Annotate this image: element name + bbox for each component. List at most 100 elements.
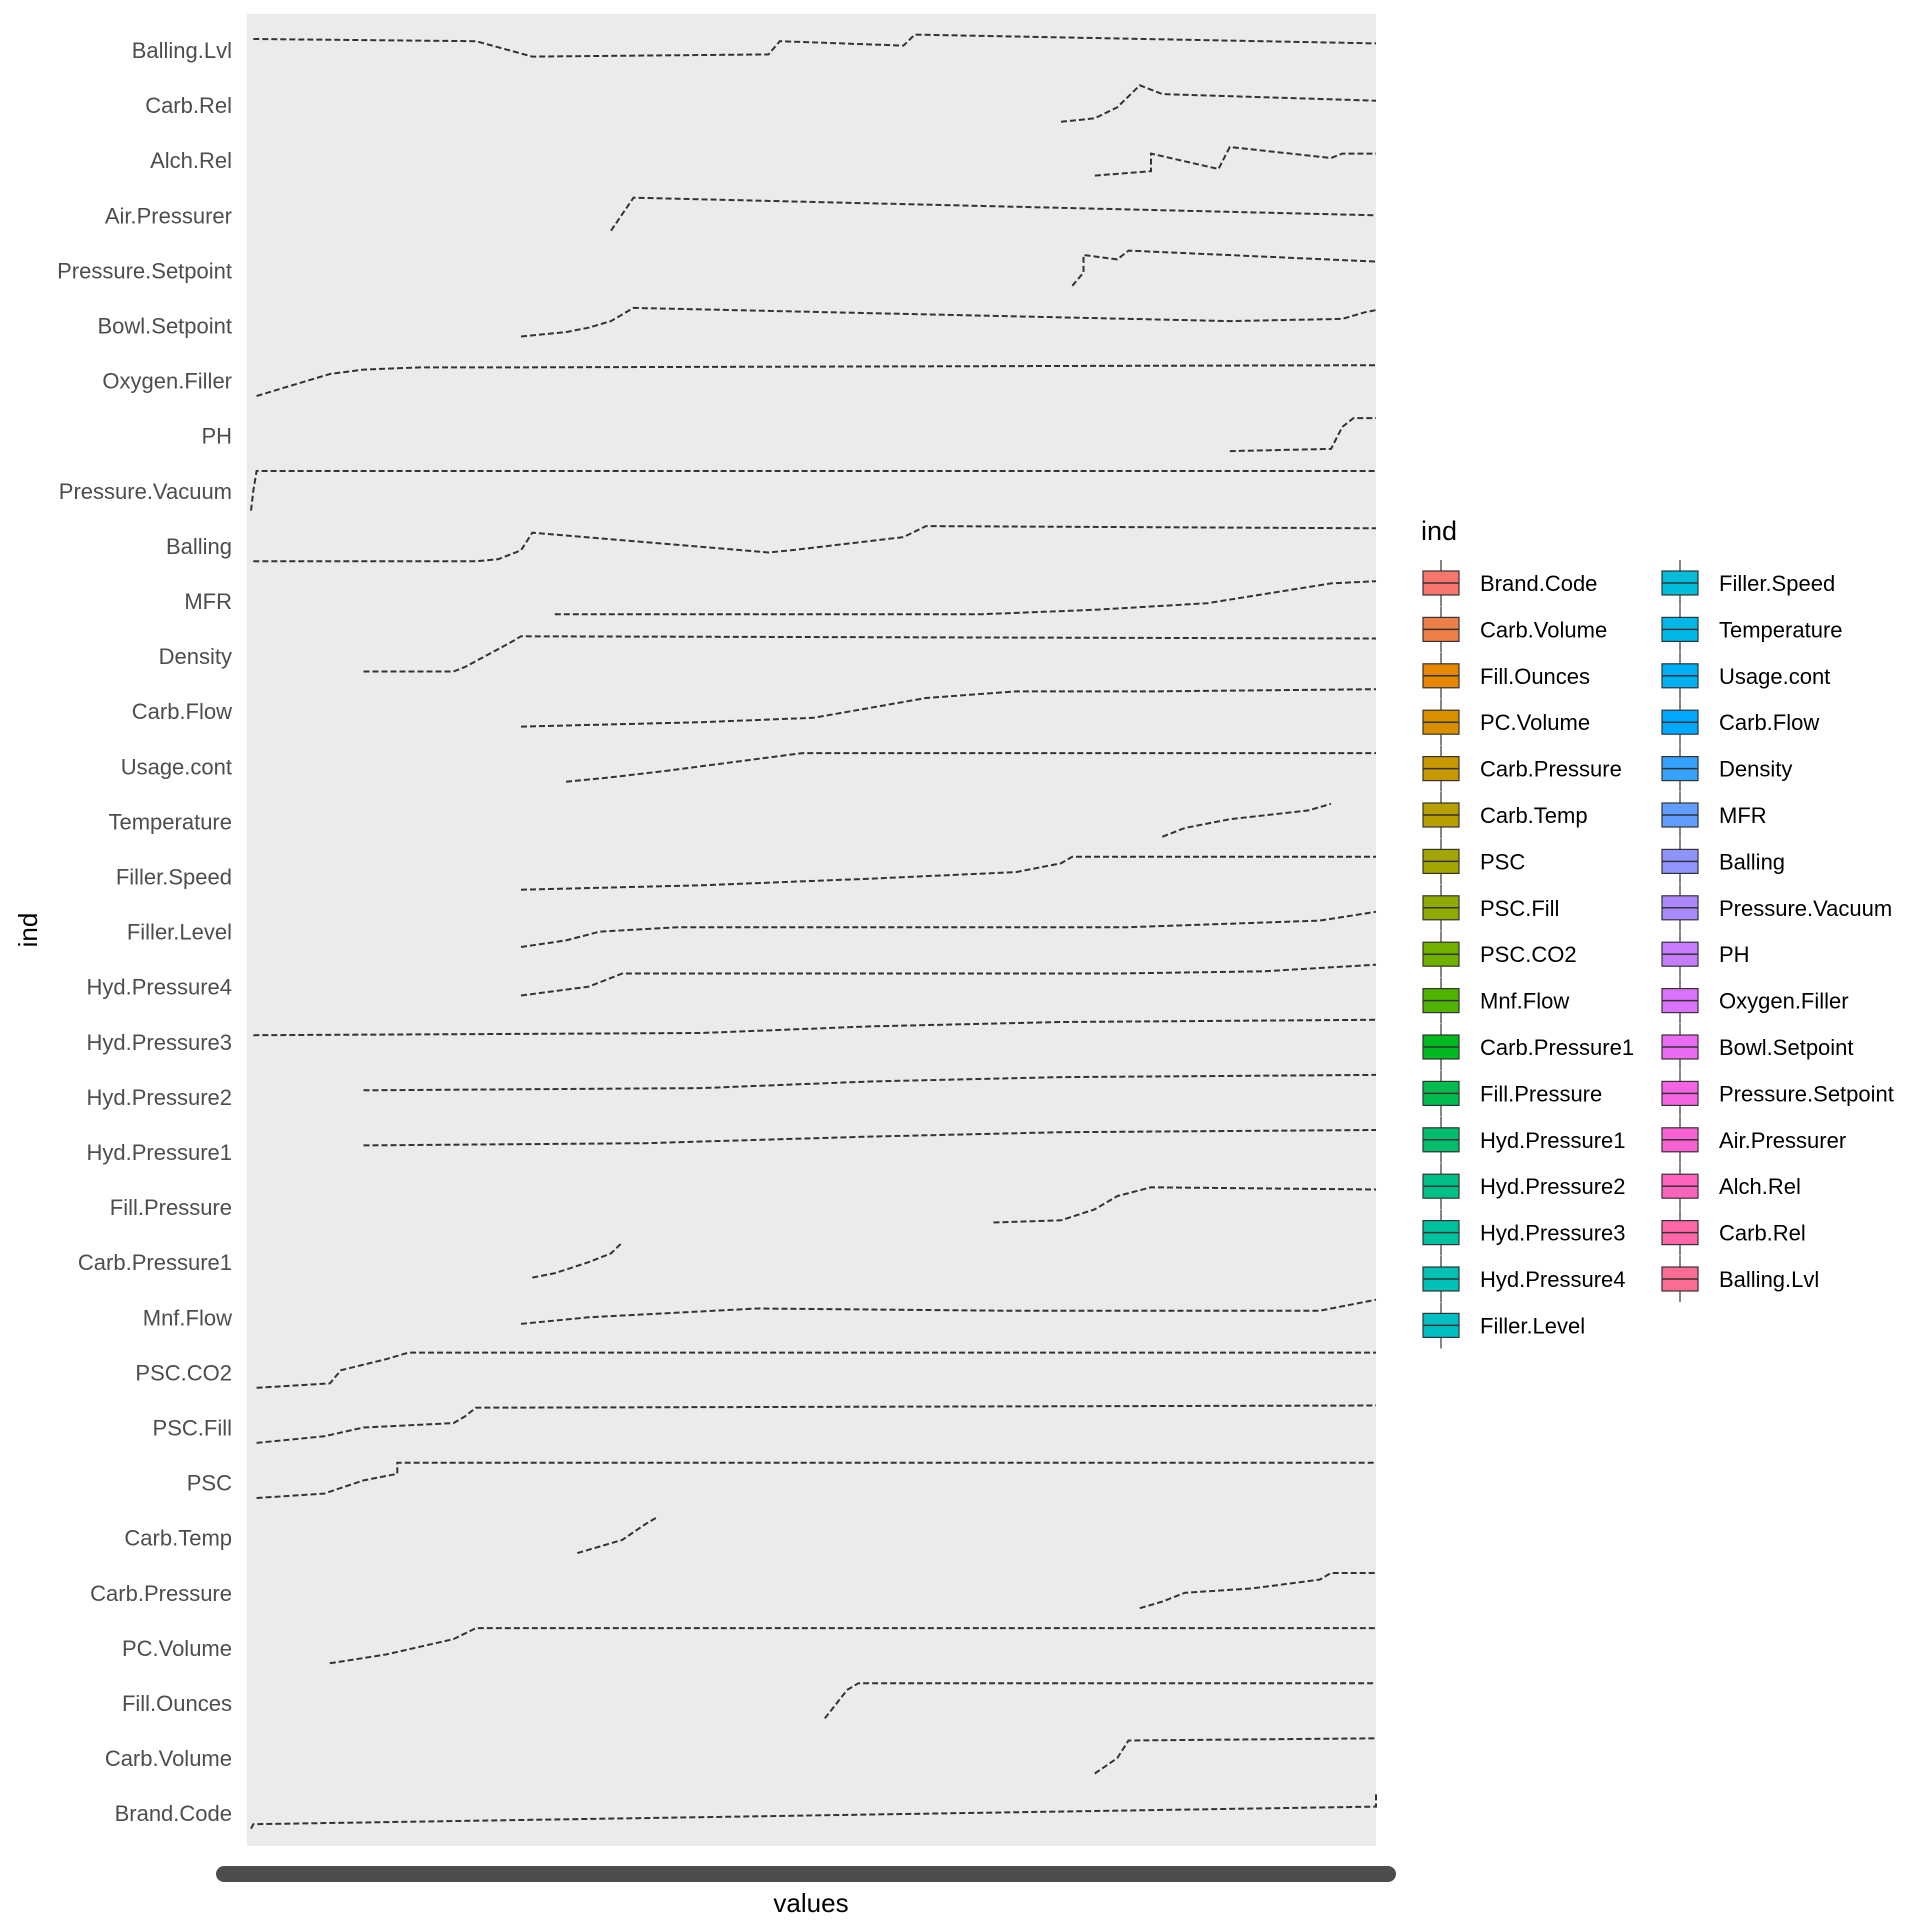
legend-label: MFR <box>1719 803 1767 828</box>
trace-psc-fill <box>256 1404 1377 1444</box>
legend-label: Brand.Code <box>1480 571 1597 596</box>
y-tick-psc-co2: PSC.CO2 <box>135 1360 232 1385</box>
legend-label: Usage.cont <box>1719 664 1830 689</box>
trace-pressure-vacuum <box>250 470 1376 511</box>
legend-item-hyd-pressure3: Hyd.Pressure3 <box>1422 1209 1626 1256</box>
legend-label: PSC.CO2 <box>1480 942 1577 967</box>
y-tick-density: Density <box>159 644 232 669</box>
legend-item-carb-flow: Carb.Flow <box>1661 699 1819 746</box>
trace-density <box>363 635 1377 673</box>
y-tick-hyd-pressure1: Hyd.Pressure1 <box>86 1140 232 1165</box>
panel-background <box>247 14 1376 1846</box>
y-tick-air-pressurer: Air.Pressurer <box>105 203 232 228</box>
legend-item-psc: PSC <box>1422 838 1525 885</box>
trace-ph <box>1229 417 1376 453</box>
legend-label: Balling.Lvl <box>1719 1267 1819 1292</box>
legend-label: PSC <box>1480 849 1525 874</box>
legend-label: Pressure.Vacuum <box>1719 896 1892 921</box>
y-tick-hyd-pressure2: Hyd.Pressure2 <box>86 1085 232 1110</box>
y-tick-carb-flow: Carb.Flow <box>132 699 232 724</box>
y-axis-ticks: Brand.Code Carb.Volume Fill.Ounces PC.Volum… <box>57 38 232 1826</box>
legend-label: Alch.Rel <box>1719 1174 1801 1199</box>
legend-item-brand-code: Brand.Code <box>1422 560 1597 606</box>
legend-item-oxygen-filler: Oxygen.Filler <box>1661 977 1849 1024</box>
y-tick-fill-pressure: Fill.Pressure <box>110 1195 232 1220</box>
legend-label: Carb.Pressure1 <box>1480 1035 1634 1060</box>
legend-item-density: Density <box>1661 745 1792 792</box>
legend-label: Mnf.Flow <box>1480 989 1569 1014</box>
y-tick-pressure-setpoint: Pressure.Setpoint <box>57 258 232 283</box>
legend-label: Carb.Rel <box>1719 1221 1806 1246</box>
legend-label: Carb.Temp <box>1480 803 1588 828</box>
legend-item-air-pressurer: Air.Pressurer <box>1661 1116 1846 1163</box>
legend-item-balling: Balling <box>1661 838 1785 885</box>
legend-item-pc-volume: PC.Volume <box>1422 699 1590 746</box>
legend-label: Hyd.Pressure2 <box>1480 1174 1626 1199</box>
trace-usage-cont <box>565 752 1376 783</box>
legend-label: Carb.Volume <box>1480 617 1607 642</box>
trace-psc-co2 <box>256 1351 1376 1389</box>
trace-filler-speed <box>520 855 1376 891</box>
legend-label: Air.Pressurer <box>1719 1128 1846 1153</box>
legend-label: Bowl.Setpoint <box>1719 1035 1854 1060</box>
y-axis-title: ind <box>13 913 43 948</box>
trace-carb-pressure <box>1139 1572 1376 1610</box>
trace-hyd-pressure4 <box>520 963 1377 997</box>
trace-carb-temp <box>577 1517 657 1555</box>
legend-label: Hyd.Pressure4 <box>1480 1267 1626 1292</box>
legend-item-mfr: MFR <box>1661 792 1767 838</box>
trace-fill-ounces <box>824 1682 1376 1720</box>
trace-bowl-setpoint <box>520 306 1377 338</box>
trace-carb-rel <box>1060 84 1377 123</box>
legend-item-bowl-setpoint: Bowl.Setpoint <box>1661 1024 1854 1070</box>
y-tick-carb-pressure1: Carb.Pressure1 <box>78 1250 232 1275</box>
legend-item-psc-fill: PSC.Fill <box>1422 884 1559 931</box>
legend-item-hyd-pressure2: Hyd.Pressure2 <box>1422 1163 1626 1210</box>
legend-item-usage-cont: Usage.cont <box>1661 652 1830 699</box>
y-tick-hyd-pressure4: Hyd.Pressure4 <box>86 975 232 1000</box>
legend-item-carb-pressure1: Carb.Pressure1 <box>1422 1024 1634 1070</box>
legend-item-hyd-pressure4: Hyd.Pressure4 <box>1422 1256 1626 1302</box>
trace-fill-pressure <box>993 1186 1377 1224</box>
legend-item-hyd-pressure1: Hyd.Pressure1 <box>1422 1116 1626 1163</box>
legend-item-carb-temp: Carb.Temp <box>1422 792 1588 838</box>
y-tick-oxygen-filler: Oxygen.Filler <box>102 369 232 394</box>
y-tick-carb-rel: Carb.Rel <box>145 93 232 118</box>
trace-balling-lvl <box>253 33 1377 58</box>
legend-item-carb-rel: Carb.Rel <box>1661 1209 1806 1256</box>
legend-label: Hyd.Pressure1 <box>1480 1128 1626 1153</box>
legend-item-pressure-setpoint: Pressure.Setpoint <box>1661 1070 1894 1117</box>
legend-label: Balling <box>1719 849 1785 874</box>
legend-item-filler-level: Filler.Level <box>1422 1302 1585 1349</box>
legend-label: Temperature <box>1719 617 1843 642</box>
legend-item-balling-lvl: Balling.Lvl <box>1661 1256 1819 1302</box>
trace-hyd-pressure3 <box>253 1018 1377 1037</box>
legend-item-carb-pressure: Carb.Pressure <box>1422 745 1622 792</box>
trace-alch-rel <box>1094 145 1376 177</box>
legend-item-psc-co2: PSC.CO2 <box>1422 931 1577 978</box>
trace-pressure-setpoint <box>1071 249 1377 287</box>
y-tick-carb-pressure: Carb.Pressure <box>90 1581 232 1606</box>
legend-item-fill-ounces: Fill.Ounces <box>1422 652 1590 699</box>
trace-carb-flow <box>520 688 1377 728</box>
legend-label: Pressure.Setpoint <box>1719 1081 1894 1106</box>
y-tick-bowl-setpoint: Bowl.Setpoint <box>97 314 232 339</box>
legend-label: Carb.Flow <box>1719 710 1819 735</box>
y-tick-balling: Balling <box>166 534 232 559</box>
legend-item-fill-pressure: Fill.Pressure <box>1422 1070 1602 1117</box>
legend-title: ind <box>1421 516 1457 546</box>
y-tick-filler-level: Filler.Level <box>127 920 232 945</box>
legend-label: PH <box>1719 942 1750 967</box>
trace-brand-code <box>250 1793 1377 1830</box>
trace-carb-volume <box>1094 1737 1377 1775</box>
y-tick-fill-ounces: Fill.Ounces <box>122 1691 232 1716</box>
y-tick-mnf-flow: Mnf.Flow <box>143 1305 232 1330</box>
y-tick-temperature: Temperature <box>108 809 232 834</box>
y-tick-carb-temp: Carb.Temp <box>124 1526 232 1551</box>
trace-hyd-pressure2 <box>363 1073 1377 1092</box>
legend-label: Carb.Pressure <box>1480 757 1622 782</box>
y-tick-mfr: MFR <box>184 589 232 614</box>
y-tick-pc-volume: PC.Volume <box>122 1636 232 1661</box>
legend-label: Filler.Speed <box>1719 571 1835 596</box>
